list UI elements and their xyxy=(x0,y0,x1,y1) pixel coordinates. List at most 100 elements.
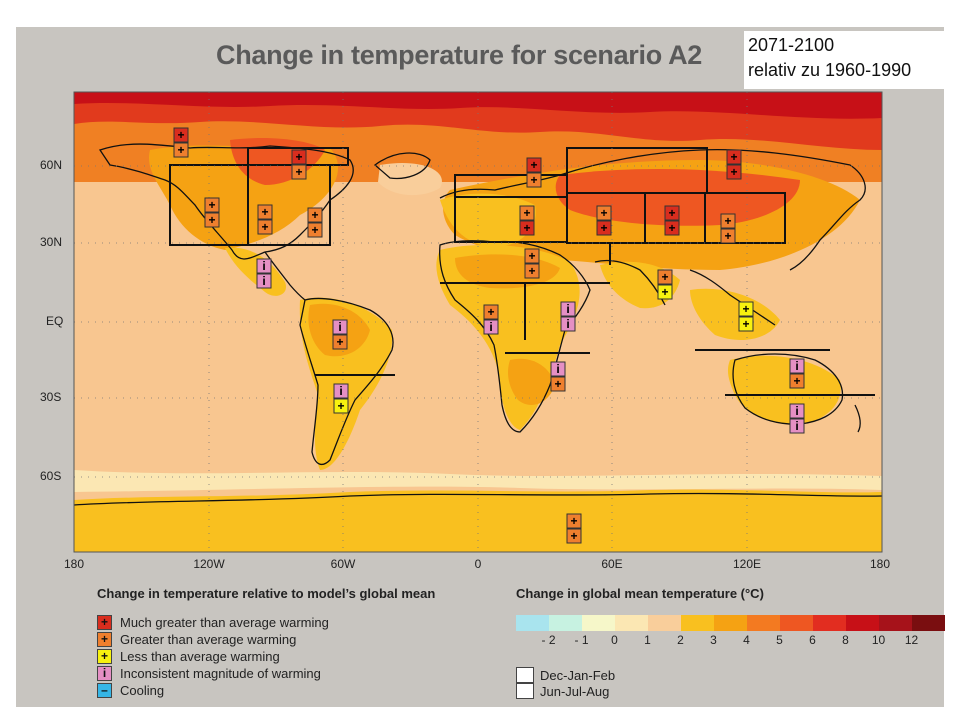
scale-swatch-1 xyxy=(549,615,582,631)
svg-text:i: i xyxy=(566,317,569,331)
svg-text:i: i xyxy=(262,259,265,273)
legend-label-less: Less than average warming xyxy=(120,648,280,664)
symbol-central-asia: + + xyxy=(596,205,612,236)
legend-item-less: + Less than average warming xyxy=(97,648,280,664)
scale-swatch-4 xyxy=(648,615,681,631)
symbol-alaska: + + xyxy=(173,127,189,158)
svg-text:+: + xyxy=(600,221,607,235)
svg-text:+: + xyxy=(661,270,668,284)
legend-label-much-greater: Much greater than average warming xyxy=(120,614,329,630)
legend-item-inconsistent: i Inconsistent magnitude of warming xyxy=(97,665,321,681)
svg-text:i: i xyxy=(338,320,341,334)
symbol-southeast-asia: + + xyxy=(738,301,754,332)
scale-tick-5: 3 xyxy=(710,633,717,647)
season-item-jja: Jun-Jul-Aug xyxy=(516,683,609,699)
symbol-west-africa: + i xyxy=(483,304,499,335)
scale-swatch-5 xyxy=(681,615,714,631)
lat-label-30n: 30N xyxy=(40,235,63,249)
svg-text:+: + xyxy=(570,514,577,528)
legend-swatch-much-greater: + xyxy=(97,614,112,630)
season-item-djf: Dec-Jan-Feb xyxy=(516,667,615,683)
legend-label-inconsistent: Inconsistent magnitude of warming xyxy=(120,665,321,681)
symbol-eastern-na: + + xyxy=(307,207,323,238)
scale-tick-2: 0 xyxy=(611,633,618,647)
lon-label-60w: 60W xyxy=(330,557,356,571)
svg-text:+: + xyxy=(261,205,268,219)
region-symbols: + + + + + + + + + + i i i + i + xyxy=(173,127,805,544)
svg-text:+: + xyxy=(661,285,668,299)
arctic-band-darkest xyxy=(74,92,882,119)
svg-text:i: i xyxy=(262,274,265,288)
north-atlantic-patch xyxy=(378,162,442,196)
legend-label-greater: Greater than average warming xyxy=(120,631,297,647)
lon-label-120w: 120W xyxy=(193,557,225,571)
lat-label-60s: 60S xyxy=(40,469,62,483)
svg-text:i: i xyxy=(795,404,798,418)
scale-tick-8: 6 xyxy=(809,633,816,647)
symbol-western-na: + + xyxy=(204,197,220,228)
symbol-sahara: + + xyxy=(524,248,540,279)
map-title: Change in temperature for scenario A2 xyxy=(216,40,703,70)
lon-label-0: 0 xyxy=(474,557,482,571)
svg-text:+: + xyxy=(742,317,749,331)
coastlines xyxy=(73,143,883,506)
svg-text:+: + xyxy=(177,128,184,142)
svg-text:i: i xyxy=(339,384,342,398)
period-years: 2071-2100 xyxy=(748,35,835,55)
symbol-antarctica: + + xyxy=(566,513,582,544)
scale-tick-10: 10 xyxy=(871,633,886,647)
svg-text:+: + xyxy=(261,220,268,234)
scale-tick-1: - 1 xyxy=(574,633,589,647)
australia-warm xyxy=(727,355,841,425)
scale-tick-7: 5 xyxy=(776,633,783,647)
southern-africa-hot xyxy=(507,358,555,405)
legend-swatch-less: + xyxy=(97,648,112,664)
svg-text:+: + xyxy=(336,335,343,349)
svg-text:+: + xyxy=(730,150,737,164)
scale-swatch-8 xyxy=(780,615,813,631)
season-label-jja: Jun-Jul-Aug xyxy=(540,683,610,699)
svg-text:+: + xyxy=(523,221,530,235)
lon-label-180w: 180 xyxy=(63,557,85,571)
svg-text:+: + xyxy=(668,221,675,235)
lon-label-60e: 60E xyxy=(601,557,623,571)
symbol-southern-europe: + + xyxy=(519,205,535,236)
svg-text:+: + xyxy=(295,165,302,179)
antarctica-warm xyxy=(74,489,882,552)
svg-text:+: + xyxy=(528,249,535,263)
legend-item-much-greater: + Much greater than average warming xyxy=(97,614,329,630)
svg-text:+: + xyxy=(177,143,184,157)
svg-text:+: + xyxy=(570,529,577,543)
svg-text:+: + xyxy=(530,173,537,187)
svg-text:+: + xyxy=(208,198,215,212)
legend-swatch-greater: + xyxy=(97,631,112,647)
legend-label-cooling: Cooling xyxy=(120,682,165,698)
lon-label-120e: 120E xyxy=(732,557,762,571)
svg-text:+: + xyxy=(295,150,302,164)
svg-text:+: + xyxy=(793,374,800,388)
scale-tick-3: 1 xyxy=(644,633,651,647)
scale-tick-11: 12 xyxy=(904,633,919,647)
symbol-legend-heading: Change in temperature relative to model’… xyxy=(97,586,436,601)
symbol-south-asia: + + xyxy=(657,269,673,300)
scale-swatch-7 xyxy=(747,615,780,631)
europe-warm xyxy=(440,193,536,248)
lat-label-eq: EQ xyxy=(46,314,64,328)
scale-legend-heading: Change in global mean temperature (°C) xyxy=(516,586,764,601)
symbol-central-na: + + xyxy=(257,204,273,235)
svg-text:+: + xyxy=(311,208,318,222)
lat-label-30s: 30S xyxy=(40,390,62,404)
symbol-east-africa: i i xyxy=(560,301,576,332)
scale-tick-9: 8 xyxy=(842,633,849,647)
symbol-northern-europe: + + xyxy=(526,157,542,188)
scale-swatch-10 xyxy=(846,615,879,631)
scale-tick-4: 2 xyxy=(677,633,684,647)
season-swatch-djf xyxy=(516,667,534,683)
scale-swatch-0 xyxy=(516,615,549,631)
svg-text:+: + xyxy=(337,399,344,413)
scale-tick-6: 4 xyxy=(743,633,750,647)
season-swatch-jja xyxy=(516,683,534,699)
svg-text:+: + xyxy=(742,302,749,316)
svg-text:i: i xyxy=(795,359,798,373)
